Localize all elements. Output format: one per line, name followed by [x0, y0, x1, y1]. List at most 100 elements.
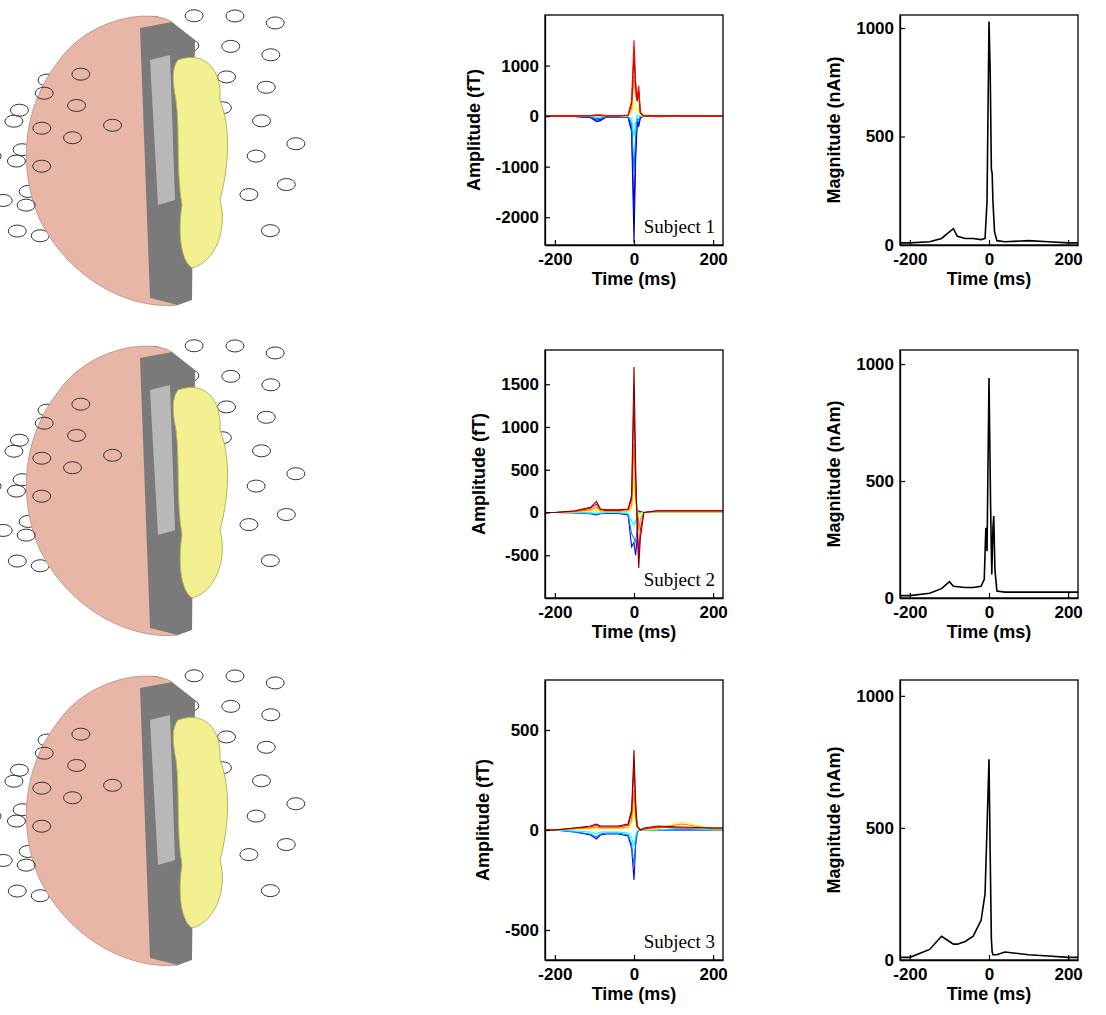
x-axis-title: Time (ms): [592, 622, 677, 642]
y-tick-label: 0: [885, 589, 894, 608]
sensor: [7, 815, 25, 827]
sensor: [5, 775, 23, 787]
plot-frame: [545, 15, 723, 245]
x-axis-title: Time (ms): [592, 984, 677, 1004]
sensor: [8, 225, 26, 237]
x-tick: 200: [699, 240, 727, 269]
x-tick: 200: [1054, 593, 1082, 622]
x-tick: 200: [699, 955, 727, 984]
series-group: [900, 22, 1078, 243]
x-tick-label: 0: [630, 603, 639, 622]
sensor: [64, 792, 82, 804]
y-axis: 05001000: [856, 16, 905, 255]
y-axis: 0 500 1000: [856, 351, 905, 608]
sensor: [226, 340, 244, 352]
x-tick-label: 200: [1054, 965, 1082, 984]
sensor: [253, 775, 271, 787]
y-tick-mark: [545, 930, 550, 931]
annotation-background: [642, 930, 717, 953]
sensor: [33, 122, 51, 134]
x-tick-mark: [634, 955, 635, 960]
y-tick-label: 1500: [501, 375, 539, 394]
x-tick: -200: [893, 955, 927, 984]
x-axis: -2000200: [538, 240, 727, 269]
sensor: [5, 115, 23, 127]
x-tick-mark: [910, 593, 911, 598]
trace: [545, 367, 723, 568]
panel: -200020005001000Time (ms)Magnitude (nAm): [824, 15, 1083, 289]
sensor: [240, 849, 258, 861]
annotation-group: Subject 3: [642, 930, 717, 953]
y-tick: -1000: [496, 158, 550, 177]
y-tick: 0: [530, 107, 550, 126]
y-tick: 0: [530, 821, 550, 840]
sensor: [17, 859, 35, 871]
y-axis-title: Amplitude (fT): [464, 69, 484, 191]
trace: [545, 830, 723, 866]
y-tick-mark: [900, 481, 905, 482]
series-group: [545, 367, 723, 568]
sensor: [185, 670, 203, 682]
x-tick-label: 0: [985, 965, 994, 984]
y-tick-label: 0: [885, 236, 894, 255]
trace: [545, 750, 723, 830]
y-tick-label: -1000: [496, 158, 539, 177]
sensor: [226, 10, 244, 22]
cut-surface-highlight: [150, 55, 175, 205]
sensor: [287, 468, 305, 480]
x-axis-line: [546, 245, 724, 246]
sensor: [8, 885, 26, 897]
y-tick-label: 1000: [856, 19, 894, 38]
y-axis-line: [900, 351, 901, 599]
y-tick-label: -500: [505, 546, 539, 565]
annotation-background: [642, 568, 717, 591]
x-tick-label: -200: [538, 965, 572, 984]
sensor: [17, 529, 35, 541]
trace: [545, 512, 723, 525]
sensor: [287, 138, 305, 150]
y-tick: 500: [866, 472, 905, 491]
y-axis-line: [545, 351, 546, 599]
trace: [545, 76, 723, 116]
sensor: [68, 759, 86, 771]
y-tick: 500: [511, 721, 550, 740]
x-axis-title: Time (ms): [947, 984, 1032, 1004]
sensor: [253, 445, 271, 457]
y-tick-label: 0: [530, 107, 539, 126]
y-tick-label: -2000: [496, 208, 539, 227]
sensor: [253, 115, 271, 127]
trace: [900, 759, 1078, 957]
x-tick: -200: [893, 240, 927, 269]
trace: [545, 55, 723, 116]
x-tick: 0: [985, 593, 994, 622]
x-axis-line: [546, 598, 724, 599]
y-tick: 500: [866, 819, 905, 838]
x-tick-mark: [989, 593, 990, 598]
x-tick: 0: [630, 240, 639, 269]
sensor: [0, 480, 1, 492]
trace: [545, 790, 723, 830]
cut-surface-highlight: [150, 385, 175, 535]
y-tick-mark: [545, 427, 550, 428]
sensor: [7, 155, 25, 167]
x-tick: 0: [985, 240, 994, 269]
x-tick-mark: [634, 593, 635, 598]
y-tick-mark: [545, 65, 550, 66]
plot-frame: [900, 680, 1078, 960]
x-axis: -2000200: [893, 593, 1082, 622]
x-axis-line: [901, 245, 1079, 246]
x-tick-mark: [989, 240, 990, 245]
x-tick: 0: [630, 955, 639, 984]
plot-frame: [545, 350, 723, 598]
y-tick-label: -500: [505, 921, 539, 940]
x-axis-title: Time (ms): [592, 269, 677, 289]
sensor: [247, 810, 265, 822]
sensor: [261, 555, 279, 567]
x-tick: 200: [1054, 240, 1082, 269]
sensor: [64, 462, 82, 474]
y-tick: 1000: [856, 355, 905, 374]
sensor: [0, 194, 12, 206]
trace: [545, 401, 723, 555]
x-tick-label: -200: [893, 965, 927, 984]
x-tick-label: 0: [985, 603, 994, 622]
